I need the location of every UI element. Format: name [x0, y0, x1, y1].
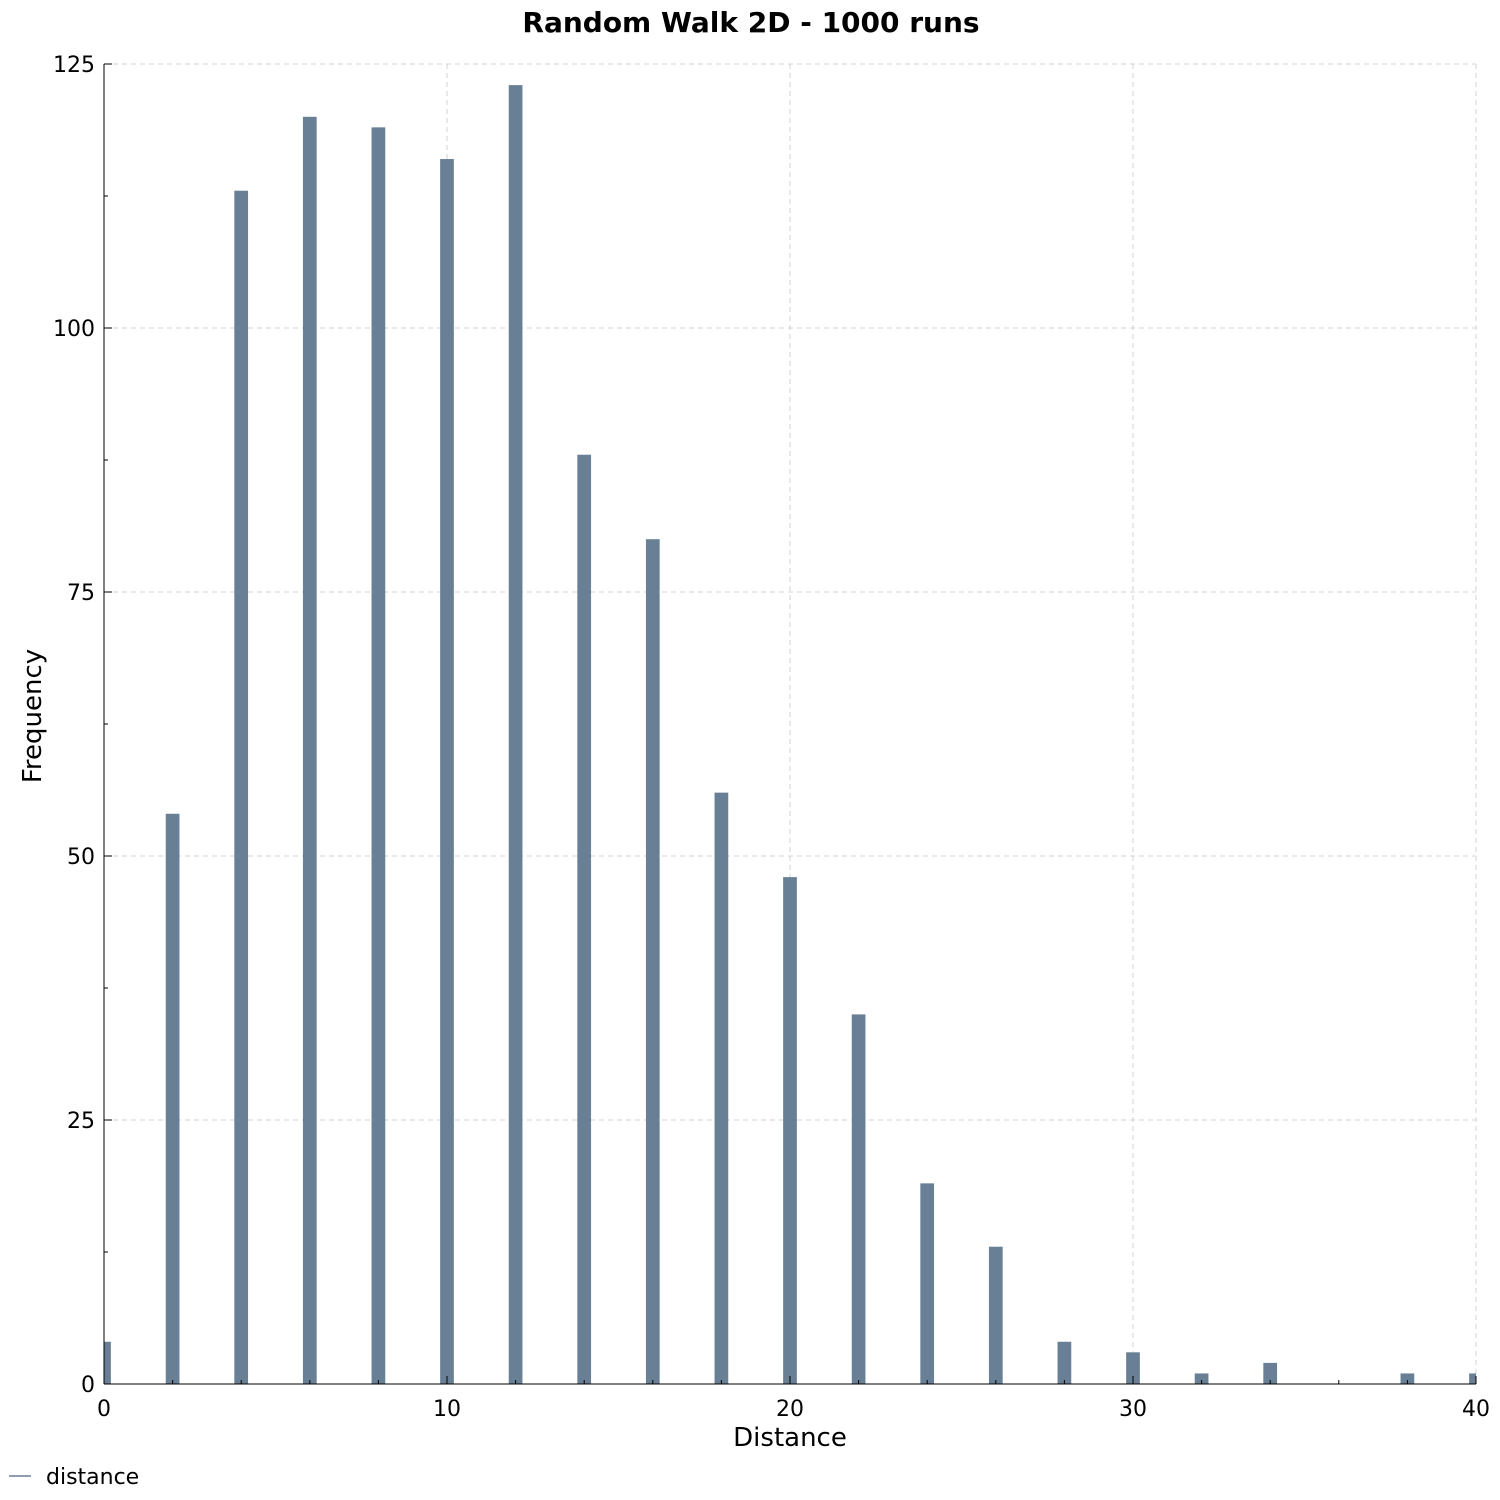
histogram-bar [508, 85, 523, 1385]
chart-title: Random Walk 2D - 1000 runs [522, 6, 979, 39]
histogram-bar [234, 190, 249, 1385]
histogram-bar [714, 792, 729, 1384]
histogram-bar [104, 1341, 111, 1384]
histogram-bar [165, 813, 180, 1384]
legend: distance [9, 1465, 139, 1490]
histogram-bar [645, 539, 660, 1384]
y-tick-label: 75 [67, 581, 95, 606]
y-tick-label: 100 [53, 317, 95, 342]
histogram-bar [920, 1183, 935, 1384]
histogram-bar [851, 1014, 866, 1384]
x-tick-label: 10 [433, 1397, 461, 1422]
histogram-bar [1194, 1373, 1209, 1384]
x-axis-label: Distance [733, 1423, 847, 1453]
histogram-bar [783, 877, 797, 1384]
x-tick-label: 20 [776, 1397, 804, 1422]
y-tick-label: 125 [53, 53, 95, 78]
legend-label: distance [46, 1465, 139, 1490]
histogram-bar [1263, 1362, 1278, 1384]
histogram-bar [440, 159, 454, 1384]
y-tick-label: 25 [67, 1109, 95, 1134]
x-tick-label: 0 [97, 1397, 111, 1422]
y-axis-label: Frequency [18, 649, 48, 783]
histogram-bar [1126, 1352, 1140, 1384]
histogram-bar [577, 454, 592, 1385]
x-tick-label: 30 [1119, 1397, 1147, 1422]
bars [104, 85, 1476, 1385]
x-tick-label: 40 [1462, 1397, 1490, 1422]
histogram-bar [371, 127, 386, 1385]
histogram-bar [1400, 1373, 1415, 1384]
histogram-bar [1469, 1373, 1476, 1384]
y-tick-label: 0 [81, 1373, 95, 1398]
histogram-bar [988, 1246, 1003, 1384]
y-tick-label: 50 [67, 845, 95, 870]
histogram-bar [302, 116, 317, 1384]
histogram-bar [1057, 1341, 1072, 1384]
ticks: 0 10 20 30 40 0 25 50 75 100 125 [53, 53, 1490, 1422]
